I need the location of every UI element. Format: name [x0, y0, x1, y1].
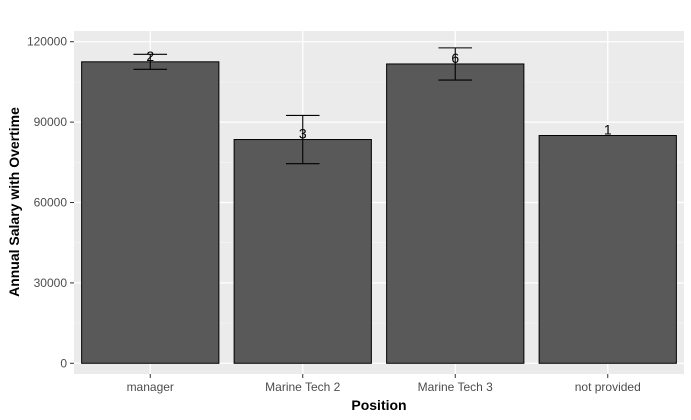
x-tick-label: not provided	[575, 380, 641, 394]
y-tick-label: 120000	[27, 35, 67, 49]
x-axis: manager Marine Tech 2 Marine Tech 3 not pro…	[127, 374, 641, 394]
error-bar	[285, 114, 320, 165]
bar-manager	[81, 61, 220, 364]
y-tick-label: 60000	[34, 196, 68, 210]
error-bars-layer	[133, 47, 473, 165]
x-tick-label: Marine Tech 2	[265, 380, 340, 394]
y-tick-label: 30000	[34, 276, 68, 290]
y-axis-title: Annual Salary with Overtime	[6, 107, 22, 297]
x-tick-label: manager	[127, 380, 174, 394]
data-label: 2	[146, 48, 154, 64]
error-bar	[133, 53, 168, 70]
data-label: 6	[451, 50, 459, 66]
data-label: 3	[299, 126, 307, 142]
bar-marine-tech-2	[233, 139, 372, 364]
bar-not-provided	[538, 135, 677, 364]
x-tick-label: Marine Tech 3	[418, 380, 493, 394]
y-axis: 0 30000 60000 90000 120000	[27, 35, 74, 370]
bars-layer	[81, 61, 677, 364]
error-bar	[438, 47, 473, 81]
data-labels-layer: 2 3 6 1	[146, 48, 612, 142]
y-tick-label: 90000	[34, 115, 68, 129]
data-label: 1	[604, 122, 612, 138]
y-tick-label: 0	[60, 356, 67, 370]
bar-marine-tech-3	[386, 63, 525, 364]
x-axis-title: Position	[351, 397, 406, 413]
